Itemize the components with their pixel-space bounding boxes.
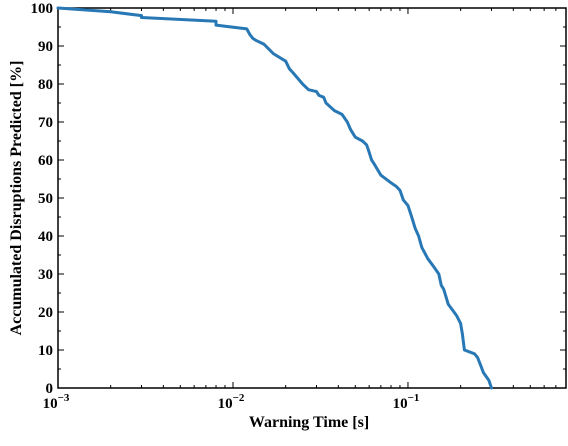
y-tick-label: 0: [46, 381, 54, 397]
y-tick-label: 20: [38, 305, 53, 321]
labels: Warning Time [s] Accumulated Disruptions…: [8, 61, 369, 431]
x-tick-label: 10−2: [218, 392, 245, 412]
plot-frame: [57, 7, 567, 389]
y-tick-label: 40: [38, 229, 53, 245]
x-tick-label: 10−1: [393, 392, 420, 412]
y-tick-label: 90: [38, 39, 53, 55]
x-axis-label: Warning Time [s]: [249, 414, 369, 431]
y-tick-label: 100: [31, 1, 54, 17]
y-tick-label: 80: [38, 77, 53, 93]
ticks: 0 10 20 30 40 50 60 70 80 90 100 10−3 10−2 10−1: [31, 1, 567, 412]
x-tick-label: 10−3: [43, 392, 70, 412]
y-tick-label: 50: [38, 191, 53, 207]
y-tick-label: 70: [38, 115, 53, 131]
axes: [57, 7, 567, 389]
y-tick-label: 30: [38, 267, 53, 283]
y-axis-label: Accumulated Disruptions Predicted [%]: [8, 61, 25, 336]
y-tick-label: 10: [38, 343, 53, 359]
y-tick-label: 60: [38, 153, 53, 169]
series-group: [56, 6, 493, 390]
series-line-0: [56, 6, 493, 390]
